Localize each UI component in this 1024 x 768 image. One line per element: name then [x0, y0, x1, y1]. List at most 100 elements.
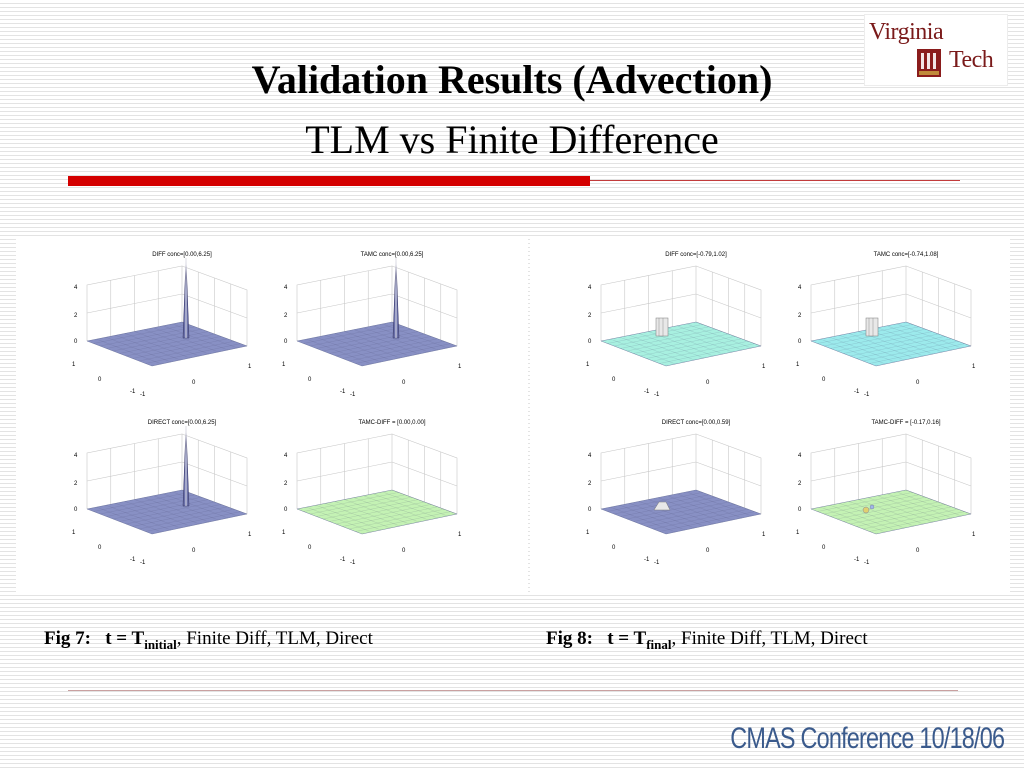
y-tick-label: 1 [796, 530, 800, 536]
z-tick-label: 0 [798, 339, 802, 345]
grid-line [391, 461, 458, 487]
mesh-line [125, 336, 222, 357]
mesh-line [657, 497, 724, 523]
mesh-line [867, 329, 934, 355]
z-tick-label: 0 [588, 339, 592, 345]
mesh-line [659, 343, 755, 364]
mesh-line [306, 338, 372, 365]
y-tick-label: -1 [644, 557, 650, 563]
mesh-line [823, 326, 920, 347]
x-tick-label: 0 [402, 380, 406, 386]
figure-8-time: t = T [607, 628, 647, 649]
mesh-line [817, 492, 913, 512]
mesh-line [839, 335, 905, 361]
mesh-line [820, 338, 886, 365]
mesh-line [309, 494, 406, 515]
y-tick-label: -1 [854, 557, 860, 563]
mesh-line [329, 501, 425, 522]
x-tick-label: -1 [140, 392, 146, 398]
y-tick-label: 0 [308, 545, 312, 551]
mesh-line [138, 341, 235, 362]
y-tick-label: 1 [586, 530, 590, 536]
z-tick-label: 4 [798, 285, 802, 291]
title-accent-bar [68, 176, 590, 186]
x-tick-label: 1 [762, 364, 766, 370]
mesh-line [659, 511, 755, 532]
mesh-line [830, 497, 926, 517]
surface-mesh [296, 321, 458, 367]
mesh-line [138, 509, 235, 530]
title-accent-line [590, 180, 960, 181]
y-tick-label: -1 [130, 557, 136, 563]
y-tick-label: 1 [796, 362, 800, 368]
mesh-line [145, 511, 241, 532]
grid-line [810, 461, 907, 482]
mesh-line [342, 506, 438, 527]
x-tick-label: 0 [192, 380, 196, 386]
mesh-line [686, 491, 752, 517]
x-tick-label: -1 [654, 560, 660, 566]
surface-mesh [810, 489, 972, 535]
mesh-line [638, 501, 705, 527]
mesh-line [309, 326, 406, 347]
x-tick-label: 1 [972, 364, 976, 370]
grid-line [181, 461, 248, 487]
mesh-line [112, 331, 209, 352]
mesh-line [315, 505, 382, 531]
z-tick-label: 2 [588, 313, 592, 319]
plot-title: TAMC conc=[-0.74,1.08] [874, 252, 939, 258]
figure-8-caption: Fig 8: t = Tfinal, Finite Diff, TLM, Dir… [546, 628, 868, 653]
slide-subtitle: TLM vs Finite Difference [305, 117, 719, 162]
x-tick-label: 0 [192, 548, 196, 554]
mesh-line [348, 341, 445, 362]
figure-7-caption: Fig 7: t = Tinitial, Finite Diff, TLM, D… [44, 628, 373, 653]
mesh-line [856, 338, 952, 359]
mesh-line [629, 335, 695, 361]
mesh-line [334, 501, 401, 527]
footer-divider [68, 690, 958, 691]
surface-mesh [86, 489, 248, 535]
figure-7-label: Fig 7: [44, 628, 91, 649]
z-tick-label: 0 [588, 507, 592, 513]
z-tick-label: 0 [284, 339, 288, 345]
y-tick-label: 0 [612, 545, 616, 551]
y-tick-label: 1 [282, 362, 286, 368]
grid-line [86, 293, 183, 314]
plot-title: TAMC-DIFF = [0.00,0.00] [358, 420, 425, 426]
mesh-line [849, 504, 946, 525]
mesh-line [353, 497, 420, 523]
mesh-line [839, 503, 905, 529]
mesh-line [823, 494, 920, 515]
mesh-line [867, 497, 934, 523]
mesh-line [869, 343, 965, 364]
grid-line [86, 461, 183, 482]
z-tick-label: 4 [798, 453, 802, 459]
mesh-line [862, 341, 959, 362]
mesh-line [382, 491, 448, 517]
footer-conference: CMAS Conference 10/18/06 [730, 722, 1005, 755]
x-tick-label: -1 [140, 560, 146, 566]
plot-title: TAMC-DIFF = [-0.17,0.16] [871, 420, 940, 426]
mesh-line [153, 327, 219, 353]
grid-line [905, 461, 972, 487]
z-tick-label: 4 [284, 453, 288, 459]
mesh-line [132, 506, 228, 527]
x-tick-label: 0 [402, 548, 406, 554]
mesh-line [886, 493, 953, 519]
mesh-line [316, 497, 412, 517]
z-tick-label: 0 [284, 507, 288, 513]
x-tick-label: 1 [458, 532, 462, 538]
figure-7-time-sub: initial [144, 636, 177, 652]
mesh-line [303, 492, 399, 512]
mesh-line [619, 505, 686, 531]
z-tick-label: 4 [74, 285, 78, 291]
mesh-line [162, 325, 229, 351]
y-tick-label: -1 [854, 389, 860, 395]
mesh-line [896, 491, 962, 517]
grid-line [695, 461, 762, 487]
mesh-line [105, 337, 172, 363]
mesh-line [115, 335, 181, 361]
mesh-line [652, 509, 749, 530]
z-tick-label: 2 [284, 313, 288, 319]
